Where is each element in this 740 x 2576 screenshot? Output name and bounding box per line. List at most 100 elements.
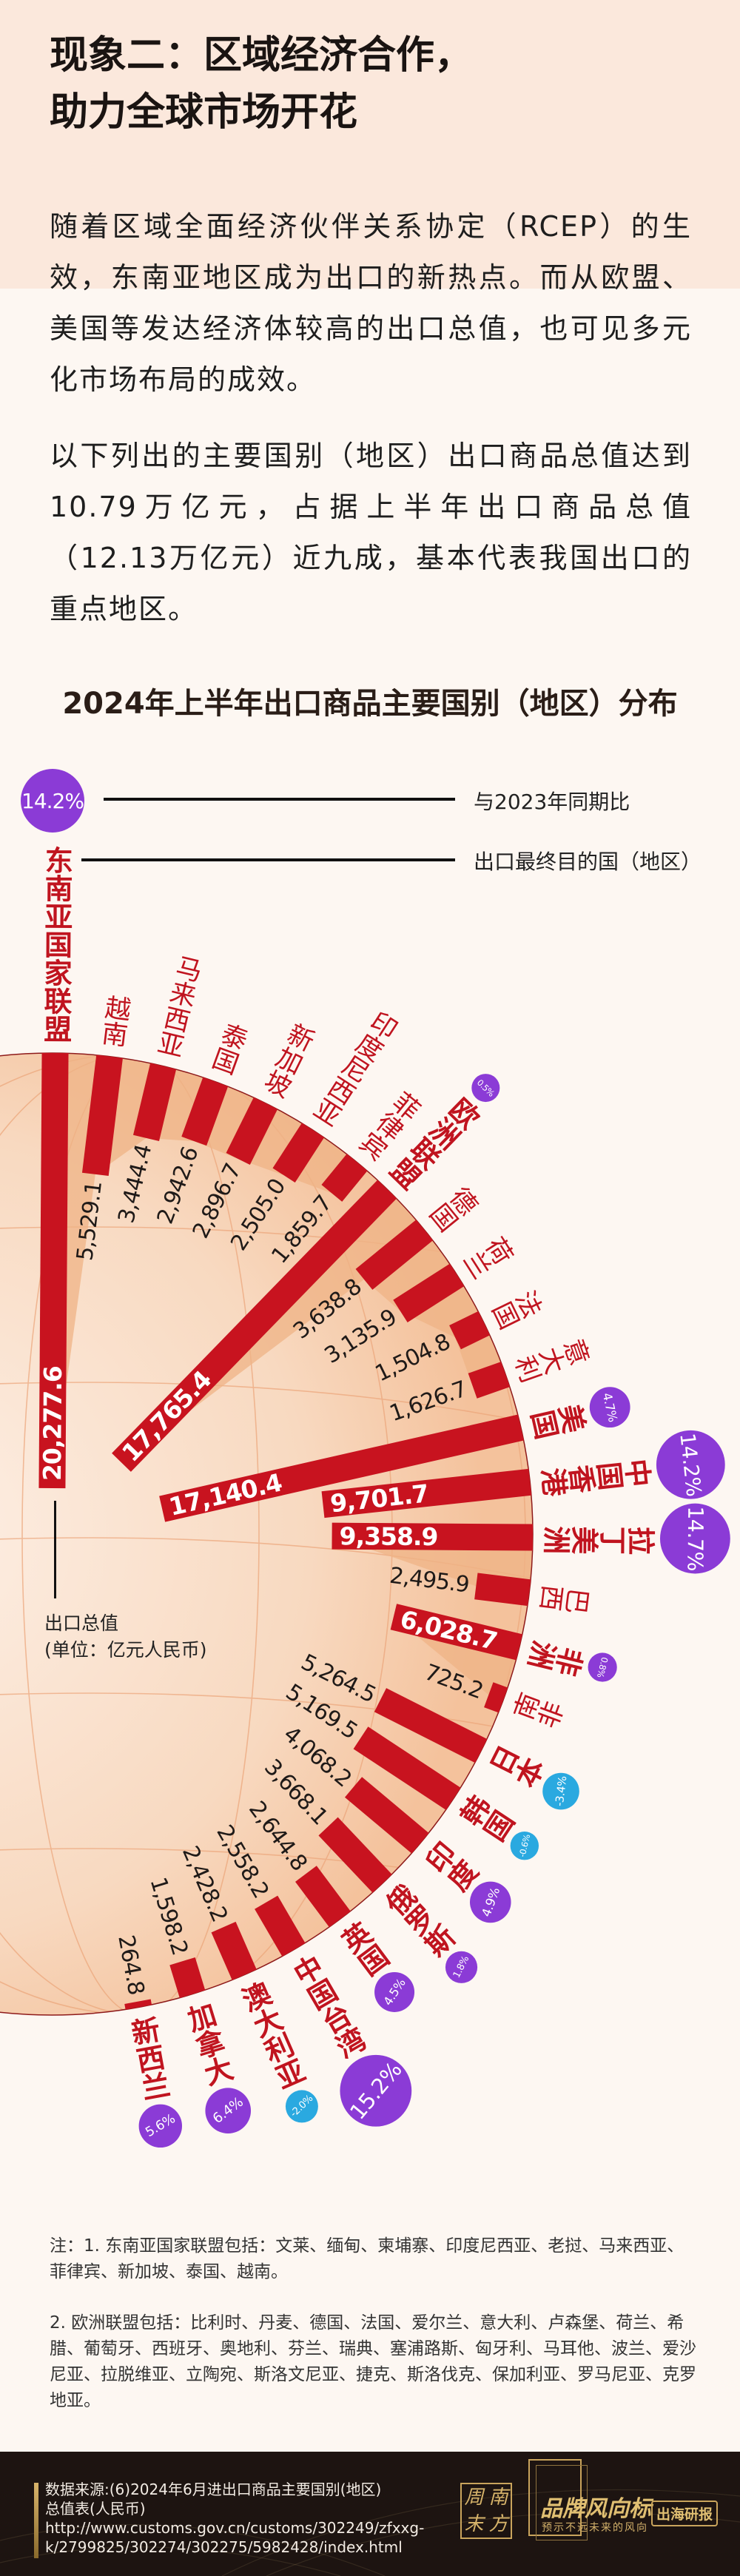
source-line1: 数据来源:(6)2024年6月进出口商品主要国别(地区) xyxy=(45,2481,382,2498)
brand-name: 品牌风向标 xyxy=(540,2496,651,2522)
southern-weekly-logo: 周 南 末 方 xyxy=(460,2483,512,2539)
chart-title: 2024年上半年出口商品主要国别（地区）分布 xyxy=(62,687,678,721)
source-url-line1[interactable]: http://www.customs.gov.cn/customs/302249… xyxy=(45,2519,425,2537)
logo-char: 方 xyxy=(488,2513,508,2535)
note-eu: 2. 欧洲联盟包括：比利时、丹麦、德国、法国、爱尔兰、意大利、卢森堡、荷兰、希腊… xyxy=(50,2313,696,2410)
bar xyxy=(272,1123,325,1183)
bar xyxy=(332,1522,534,1551)
bar-value-label: 9,358.9 xyxy=(339,1521,437,1551)
note-asean: 注：1. 东南亚国家联盟包括：文莱、缅甸、柬埔寨、印度尼西亚、老挝、马来西亚、菲… xyxy=(50,2236,684,2281)
bar xyxy=(474,1573,531,1607)
bar xyxy=(484,1682,508,1713)
bar xyxy=(344,1777,429,1854)
region-label: 德国 xyxy=(423,1179,482,1235)
bar xyxy=(295,1866,351,1928)
region-label: 非洲 xyxy=(525,1634,588,1679)
legend-growth-label: 与2023年同期比 xyxy=(474,790,630,814)
region-label: 加拿大 xyxy=(180,2000,236,2090)
region-label: 意大利 xyxy=(511,1331,594,1385)
report-tag: 出海研报 xyxy=(651,2501,719,2526)
region-label: 美国 xyxy=(527,1397,589,1442)
bar-value-label: 20,277.6 xyxy=(38,1366,67,1481)
growth-label: -3.4% xyxy=(553,1775,570,1807)
growth-circle xyxy=(471,1074,500,1103)
intro-paragraph-2: 以下列出的主要国别（地区）出口商品总值达到10.79万亿元，占据上半年出口商品总… xyxy=(50,440,692,625)
growth-label: 14.7% xyxy=(683,1506,708,1571)
globe-meridian xyxy=(21,1053,260,2015)
growth-circle xyxy=(445,1951,478,1983)
bar xyxy=(353,1726,461,1810)
unit-label-line2: (单位：亿元人民币) xyxy=(44,1639,207,1661)
bar xyxy=(38,1052,69,1489)
bar-group: 20,277.6 东南亚国家联盟 xyxy=(38,846,73,1489)
growth-circle xyxy=(656,1430,725,1499)
radial-bar-chart: 20,277.6东南亚国家联盟5,529.1越南3,444.4马来西亚2,942… xyxy=(0,846,730,2148)
region-label: 南非 xyxy=(508,1689,567,1735)
data-source: 数据来源:(6)2024年6月进出口商品主要国别(地区) 总值表(人民币) ht… xyxy=(45,2480,430,2557)
section-title-line1: 现象二：区域经济合作， xyxy=(50,33,474,78)
footer-decor xyxy=(0,2489,740,2576)
bar xyxy=(318,1817,392,1893)
source-line2: 总值表(人民币) xyxy=(45,2500,146,2518)
footer-decor-curve xyxy=(0,2524,386,2576)
growth-circle xyxy=(138,2104,182,2148)
region-label: 东南亚国家联盟 xyxy=(39,846,73,1043)
region-label: 泰国 xyxy=(205,1018,251,1077)
notes: 注：1. 东南亚国家联盟包括：文莱、缅甸、柬埔寨、印度尼西亚、老挝、马来西亚、菲… xyxy=(50,2233,699,2414)
source-accent-bar xyxy=(34,2483,38,2558)
logo-char: 末 xyxy=(464,2513,484,2535)
bar xyxy=(449,1311,491,1350)
bar-group: 9,358.9 拉丁美洲 14.7% xyxy=(332,1503,730,1574)
growth-circle xyxy=(285,2090,318,2123)
intro-paragraph-1: 随着区域全面经济伙伴关系协定（RCEP）的生效，东南亚地区成为出口的新热点。而从… xyxy=(50,210,692,396)
logo-char: 周 xyxy=(464,2486,484,2509)
footer: 数据来源:(6)2024年6月进出口商品主要国别(地区) 总值表(人民币) ht… xyxy=(0,2452,740,2576)
legend-growth-circle: 14.2% xyxy=(21,769,84,833)
region-label: 澳大利亚 xyxy=(234,1978,309,2094)
bar xyxy=(211,1921,257,1980)
region-label: 新西兰 xyxy=(124,2014,172,2103)
header-band: 现象二：区域经济合作， 助力全球市场开花 xyxy=(0,0,740,289)
bar xyxy=(355,1220,434,1290)
bar xyxy=(374,1688,488,1763)
region-label: 巴西 xyxy=(538,1579,593,1615)
section-title-line2: 助力全球市场开花 xyxy=(50,90,358,135)
region-label: 法国 xyxy=(487,1282,547,1332)
growth-circle xyxy=(542,1772,579,1810)
bar xyxy=(181,1077,229,1146)
logo-char: 南 xyxy=(488,2486,508,2509)
region-label: 马来西亚 xyxy=(151,952,204,1059)
footer-decor-curve xyxy=(266,2512,740,2576)
growth-circle xyxy=(374,1971,415,2012)
growth-circle xyxy=(659,1503,730,1574)
globe-parallel xyxy=(0,1382,533,1424)
bar xyxy=(321,1154,368,1202)
region-label: 俄罗斯 xyxy=(377,1880,460,1965)
footer-decor-curve xyxy=(221,2489,740,2576)
bar xyxy=(226,1097,278,1166)
region-label: 拉丁美洲 xyxy=(542,1521,656,1555)
footer-decor-curve xyxy=(0,2546,341,2576)
unit-label-line1: 出口总值 xyxy=(44,1612,119,1634)
source-url-line2[interactable]: k/2799825/302274/302275/5982428/index.ht… xyxy=(45,2538,403,2556)
bar xyxy=(132,1063,177,1142)
bar xyxy=(112,1180,397,1472)
region-label: 荷兰 xyxy=(458,1229,518,1282)
bar xyxy=(159,1414,524,1522)
region-label: 日本 xyxy=(483,1741,548,1796)
bar xyxy=(390,1604,523,1661)
legend-destination-line xyxy=(81,858,455,861)
growth-circle xyxy=(588,1652,617,1682)
brand-logo-frame xyxy=(528,2459,582,2536)
bar xyxy=(468,1362,511,1399)
bar xyxy=(81,1055,123,1177)
region-label: 韩国 xyxy=(453,1791,518,1849)
bar xyxy=(169,1957,206,1998)
legend-destination-label: 出口最终目的国（地区） xyxy=(474,850,702,874)
region-label: 英国 xyxy=(333,1918,393,1983)
growth-circle xyxy=(340,2054,412,2127)
bar xyxy=(255,1895,306,1957)
growth-label: 0.8% xyxy=(595,1656,610,1679)
brand-slogan: 预示不远未来的风向 xyxy=(542,2522,648,2534)
region-label: 越南 xyxy=(96,993,132,1049)
